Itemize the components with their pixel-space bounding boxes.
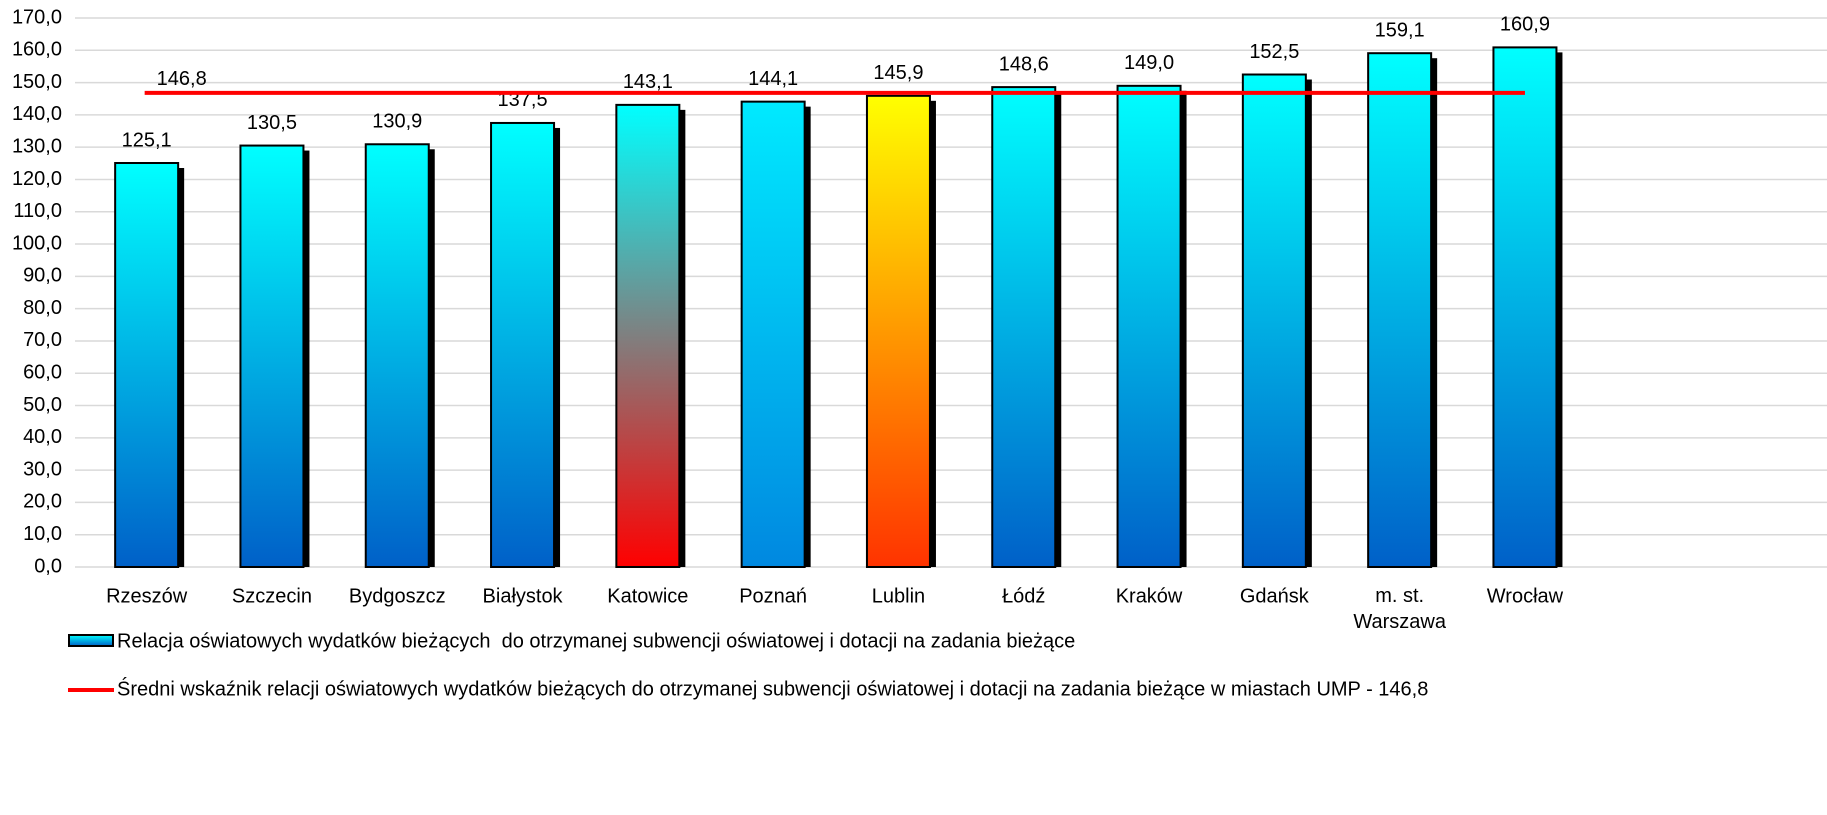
- data-label: 130,9: [372, 111, 422, 133]
- bar: [1367, 52, 1433, 569]
- data-label: 148,6: [999, 53, 1049, 75]
- data-label: 145,9: [873, 62, 923, 84]
- x-tick-label: Białystok: [483, 585, 564, 607]
- y-tick-label: 60,0: [23, 362, 62, 384]
- y-tick-label: 70,0: [23, 329, 62, 351]
- data-label: 152,5: [1249, 41, 1299, 63]
- x-tick-label: Lublin: [872, 585, 925, 607]
- y-tick-label: 20,0: [23, 491, 62, 513]
- x-tick-label: Szczecin: [232, 585, 312, 607]
- bar: [1492, 46, 1558, 569]
- y-tick-label: 120,0: [12, 168, 62, 190]
- bar: [740, 100, 806, 569]
- y-tick-label: 110,0: [13, 200, 62, 222]
- x-tick-label: m. st. Warszawa: [1353, 585, 1446, 633]
- x-tick-label: Gdańsk: [1240, 585, 1310, 607]
- x-tick-label: Łódź: [1002, 585, 1045, 607]
- bar: [865, 94, 931, 568]
- x-tick-label: Bydgoszcz: [349, 585, 446, 607]
- data-label: 144,1: [748, 68, 798, 90]
- data-label: 143,1: [623, 71, 673, 93]
- x-tick-label: Katowice: [607, 585, 688, 607]
- y-tick-label: 170,0: [12, 6, 62, 28]
- y-tick-label: 140,0: [12, 103, 62, 125]
- bar: [1116, 84, 1182, 568]
- average-label: 146,8: [157, 68, 207, 90]
- y-tick-label: 90,0: [23, 265, 62, 287]
- legend-label: Średni wskaźnik relacji oświatowych wyda…: [117, 676, 1428, 700]
- bar: [364, 143, 430, 569]
- y-tick-label: 40,0: [23, 426, 62, 448]
- data-label: 149,0: [1124, 52, 1174, 74]
- bar: [239, 144, 305, 568]
- y-tick-label: 0,0: [34, 555, 62, 577]
- y-tick-label: 160,0: [12, 39, 62, 61]
- y-tick-label: 150,0: [12, 71, 62, 93]
- legend-swatch: [68, 634, 114, 647]
- bar: [114, 162, 180, 569]
- data-label: 130,5: [247, 112, 297, 134]
- bar: [490, 121, 556, 569]
- bar: [615, 103, 681, 568]
- x-tick-label: Wrocław: [1487, 585, 1564, 607]
- y-tick-label: 130,0: [12, 135, 62, 157]
- legend-label: Relacja oświatowych wydatków bieżących d…: [117, 630, 1075, 652]
- x-tick-label: Kraków: [1116, 585, 1183, 607]
- y-tick-label: 30,0: [23, 458, 62, 480]
- data-label: 160,9: [1500, 14, 1550, 36]
- bar: [1241, 73, 1307, 568]
- y-tick-label: 10,0: [23, 523, 62, 545]
- y-tick-label: 100,0: [12, 232, 62, 254]
- data-label: 159,1: [1375, 19, 1425, 41]
- y-tick-label: 50,0: [23, 394, 62, 416]
- bar: [991, 86, 1057, 569]
- x-tick-label: Poznań: [739, 585, 807, 607]
- y-tick-label: 80,0: [23, 297, 62, 319]
- data-label: 125,1: [122, 129, 172, 151]
- x-tick-label: Rzeszów: [106, 585, 188, 607]
